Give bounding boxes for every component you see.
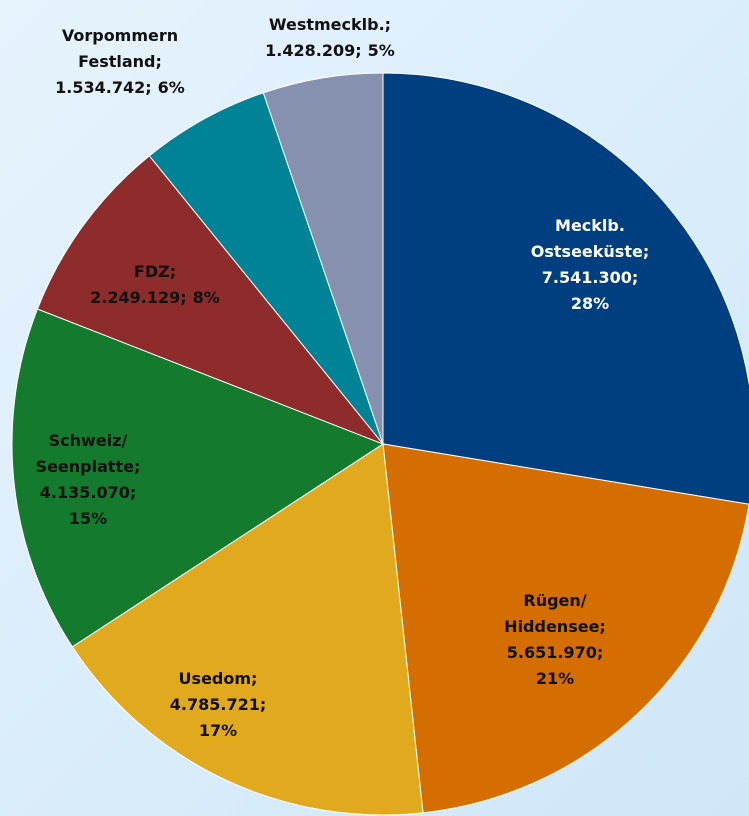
- percent-label: 28%: [570, 294, 610, 313]
- value-label: 1.428.209;: [265, 41, 362, 60]
- category-label: Vorpommern Festland;: [61, 26, 179, 71]
- category-label: FDZ;: [133, 262, 177, 281]
- pie-slice: [382, 72, 749, 505]
- category-label: Mecklb. Ostseeküste;: [530, 216, 650, 261]
- percent-label: 6%: [157, 78, 185, 97]
- category-label: Schweiz/ Seenplatte;: [35, 431, 141, 476]
- slice-label: FDZ; 2.249.129; 8%: [55, 259, 255, 311]
- percent-label: 21%: [535, 669, 575, 688]
- percent-label: 15%: [68, 509, 108, 528]
- pie-slice: [382, 443, 749, 814]
- value-label: 2.249.129;: [90, 288, 187, 307]
- percent-label: 17%: [198, 721, 238, 740]
- percent-label: 5%: [367, 41, 395, 60]
- percent-label: 8%: [192, 288, 220, 307]
- pie-slice: [262, 72, 384, 445]
- slice-label: Vorpommern Festland; 1.534.742; 6%: [45, 23, 195, 101]
- pie-slice: [148, 92, 384, 445]
- pie-slice: [71, 443, 424, 816]
- pie-slice: [36, 155, 385, 446]
- slice-label: Mecklb. Ostseeküste; 7.541.300; 28%: [520, 213, 660, 317]
- slice-label: Westmecklb.; 1.428.209; 5%: [230, 12, 430, 64]
- slice-label: Usedom; 4.785.721; 17%: [118, 666, 318, 744]
- value-label: 4.135.070;: [39, 483, 137, 502]
- value-label: 5.651.970;: [506, 643, 604, 662]
- value-label: 7.541.300;: [541, 268, 639, 287]
- value-label: 1.534.742;: [55, 78, 152, 97]
- pie-slice: [11, 308, 385, 648]
- slice-label: Rügen/ Hiddensee; 5.651.970; 21%: [490, 588, 620, 692]
- slice-label: Schweiz/ Seenplatte; 4.135.070; 15%: [23, 428, 153, 532]
- category-label: Westmecklb.;: [268, 15, 392, 34]
- value-label: 4.785.721;: [169, 695, 267, 714]
- category-label: Usedom;: [178, 669, 258, 688]
- category-label: Rügen/ Hiddensee;: [504, 591, 606, 636]
